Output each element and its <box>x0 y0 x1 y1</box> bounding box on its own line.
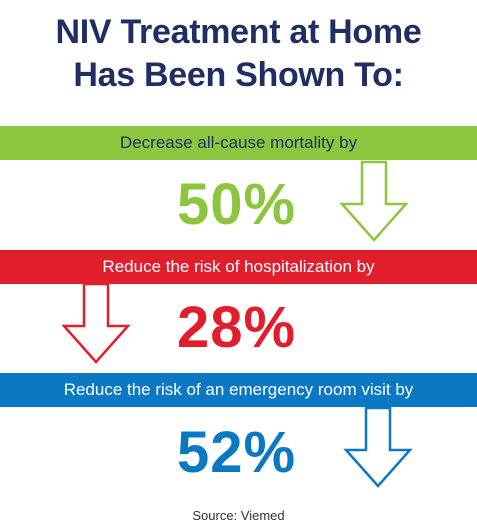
mortality-banner: Decrease all-cause mortality by <box>0 126 477 160</box>
hospitalization-banner: Reduce the risk of hospitalization by <box>0 250 477 284</box>
down-arrow-icon <box>342 404 414 490</box>
page-title-line-1: NIV Treatment at Home <box>55 13 422 51</box>
down-arrow-icon <box>60 280 132 366</box>
down-arrow-icon <box>338 158 410 244</box>
hospitalization-percentage: 28% <box>177 295 297 360</box>
page-title-line-2: Has Been Shown To: <box>73 56 404 94</box>
source-note: Source: Viemed <box>192 508 285 523</box>
emergency-room-banner: Reduce the risk of an emergency room vis… <box>0 373 477 407</box>
emergency-room-percentage: 52% <box>177 420 297 485</box>
mortality-percentage: 50% <box>177 172 297 237</box>
